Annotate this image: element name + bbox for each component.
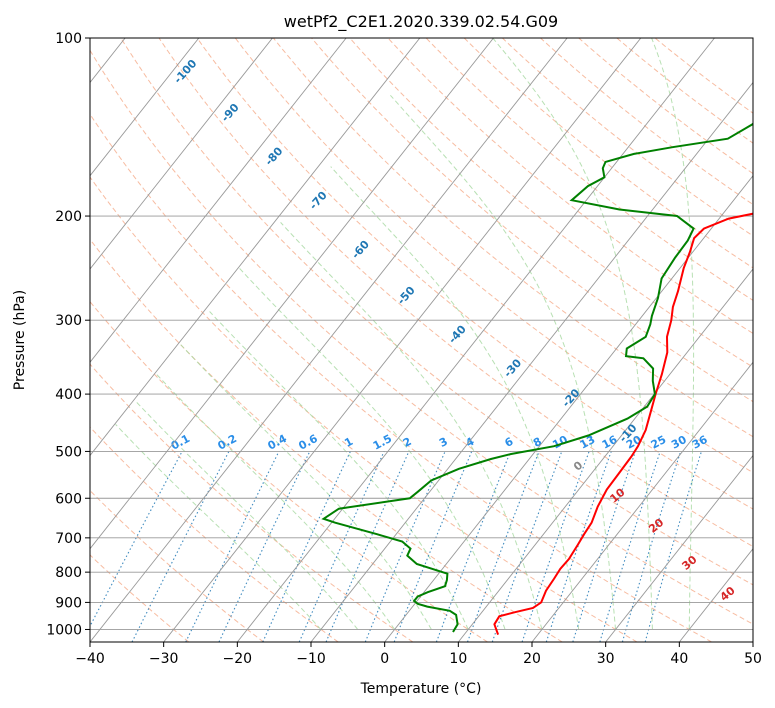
dry-adiabat-line	[158, 38, 753, 548]
mixing-ratio-line	[545, 451, 612, 642]
mixing-ratio-line	[90, 451, 183, 628]
moist-adiabat-line	[280, 222, 543, 630]
dewpoint-profile-line	[321, 122, 753, 633]
x-axis-label: Temperature (°C)	[360, 681, 482, 697]
isotherm-line	[90, 38, 347, 363]
x-axis-ticks: −40 −30 −20 −10 0 10 20 30 40 50	[75, 642, 762, 667]
x-tick-label: 40	[670, 651, 688, 667]
plot-frame	[89, 37, 754, 643]
dry-adiabat-line	[578, 38, 753, 175]
dry-adiabat-line	[90, 300, 488, 642]
grid-lines	[90, 38, 753, 642]
moist-adiabat-line	[239, 267, 506, 630]
dry-adiabat-line	[90, 238, 563, 642]
y-tick-label: 600	[55, 491, 82, 507]
dry-adiabat-line	[120, 38, 753, 586]
x-tick-label: −20	[223, 651, 253, 667]
dry-adiabat-line	[234, 38, 753, 474]
x-tick-label: −10	[296, 651, 326, 667]
isotherm-line	[90, 38, 200, 177]
mixing-ratio-label: 36	[690, 433, 710, 452]
moist-adiabat-line	[330, 166, 580, 630]
y-tick-label: 900	[55, 595, 82, 611]
moist-adiabat-line	[115, 424, 322, 630]
isotherm-line	[90, 38, 494, 550]
mixing-ratio-label: 25	[649, 433, 669, 452]
isotherm-line	[384, 175, 753, 642]
x-tick-label: 50	[744, 651, 762, 667]
moist-adiabat-line	[180, 344, 432, 630]
temperature-profile-line	[493, 212, 753, 635]
dry-adiabat-line	[616, 38, 753, 144]
moist-adiabat-line	[209, 311, 469, 630]
x-tick-label: 30	[597, 651, 615, 667]
isotherm-line	[310, 81, 753, 642]
isotherm-line	[163, 38, 642, 642]
x-tick-label: 20	[523, 651, 541, 667]
y-tick-label: 700	[55, 531, 82, 547]
isotherm-line	[605, 454, 753, 642]
isotherm-line	[236, 38, 715, 642]
dry-adiabat-line	[90, 113, 712, 642]
dry-adiabat-line	[90, 49, 753, 625]
mixing-ratio-line	[599, 451, 661, 642]
mixing-ratio-line	[621, 451, 682, 642]
isotherm-line	[457, 268, 753, 642]
dry-adiabat-line	[502, 38, 753, 237]
moist-adiabat-line	[156, 373, 396, 630]
x-tick-label: −30	[149, 651, 179, 667]
isotherm-line	[531, 361, 753, 642]
x-tick-label: 10	[449, 651, 467, 667]
y-tick-label: 400	[55, 387, 82, 403]
mixing-ratio-line	[521, 451, 590, 642]
dry-adiabat-line	[90, 426, 339, 642]
isotherm-line	[90, 38, 421, 457]
y-tick-label: 800	[55, 565, 82, 581]
mixing-ratio-label: 10	[550, 433, 570, 452]
profile-series	[321, 122, 753, 635]
dry-adiabat-line	[349, 38, 753, 368]
moist-adiabats	[115, 38, 695, 630]
x-tick-label: 0	[380, 651, 389, 667]
moist-adiabat-line	[651, 38, 695, 630]
isotherm-line	[90, 38, 568, 642]
y-tick-label: 300	[55, 313, 82, 329]
mixing-ratio-line	[364, 451, 446, 642]
y-axis-label: Pressure (hPa)	[12, 290, 28, 390]
mixing-ratio-line	[466, 451, 540, 642]
mixing-ratio-line	[572, 451, 637, 642]
mixing-ratio-line	[435, 451, 512, 642]
y-axis-ticks: 100 200 300 400 500 600 700 800 900 1000	[46, 31, 90, 638]
y-tick-label: 500	[55, 444, 82, 460]
mixing-ratio-line	[298, 451, 385, 642]
y-tick-label: 200	[55, 209, 82, 225]
mixing-ratio-label: 30	[669, 433, 689, 452]
dry-adiabat-line	[90, 176, 638, 642]
x-tick-label: −40	[75, 651, 105, 667]
y-tick-label: 100	[55, 31, 82, 47]
moist-adiabat-line	[134, 400, 359, 630]
plot-area: 0.1 0.2 0.4 0.6 1 1.5 2 3 4 6 8 10 13 16 20 25 30 36 -100…	[90, 38, 753, 642]
moist-adiabat-line	[492, 38, 653, 630]
dry-adiabats	[90, 38, 753, 642]
dry-adiabat-line	[273, 38, 753, 438]
isotherm-line	[90, 38, 273, 270]
mixing-ratio-label: 20	[624, 433, 644, 452]
mixing-ratio-line	[325, 451, 410, 642]
chart-title: wetPf2_C2E1.2020.339.02.54.G09	[284, 12, 558, 32]
y-tick-label: 1000	[46, 622, 82, 638]
mixing-ratio-lines: 0.1 0.2 0.4 0.6 1 1.5 2 3 4 6 8 10 13 16 20 25 30 36	[90, 432, 710, 642]
mixing-ratio-line	[491, 451, 563, 642]
mixing-ratio-label: 16	[600, 433, 620, 452]
moist-adiabat-line	[390, 94, 617, 630]
dry-adiabat-line	[425, 38, 753, 301]
